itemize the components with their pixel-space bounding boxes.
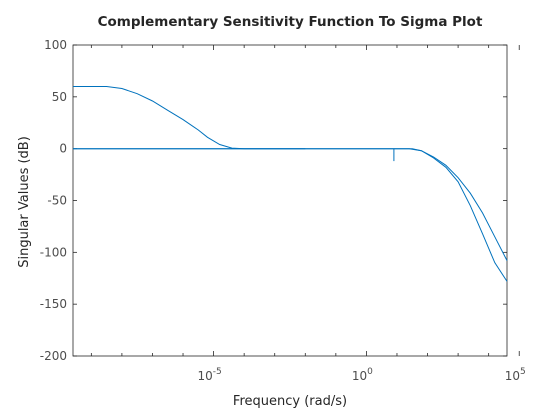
x-tick-label: 100 <box>352 367 373 383</box>
x-tick-label: 105 <box>505 367 526 383</box>
y-tick-label: -150 <box>40 297 67 311</box>
series-layer <box>73 86 508 282</box>
y-axis-label: Singular Values (dB) <box>17 136 32 268</box>
y-tick-label: -50 <box>47 194 67 208</box>
y-tick-label: 100 <box>44 38 67 52</box>
series-line-3 <box>73 148 508 282</box>
y-tick-label: -100 <box>40 245 67 259</box>
x-axis-label: Frequency (rad/s) <box>233 394 347 409</box>
x-tick-label: 10-5 <box>197 367 221 383</box>
axes: 100 50 0 -50 -100 -150 -200 10-5 100 105 <box>40 38 526 383</box>
series-line-1 <box>73 86 306 150</box>
chart-title: Complementary Sensitivity Function To Si… <box>98 14 483 30</box>
y-tick-label: -200 <box>40 349 67 363</box>
y-tick-label: 0 <box>59 142 67 156</box>
y-tick-label: 50 <box>52 90 67 104</box>
